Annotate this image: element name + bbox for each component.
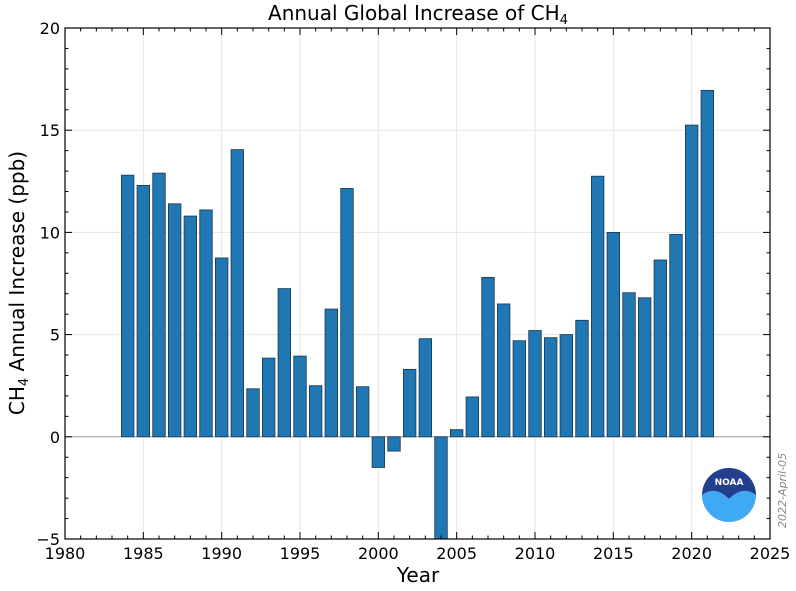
bar-2010 xyxy=(528,330,542,438)
bar-2016 xyxy=(622,292,636,438)
bar-2005 xyxy=(449,429,464,438)
bar-2003 xyxy=(418,338,433,438)
y-tick-label: 0 xyxy=(50,428,60,447)
bar-2001 xyxy=(387,436,401,452)
bar-2006 xyxy=(465,396,480,438)
plot-frame xyxy=(64,27,771,540)
bar-1996 xyxy=(308,385,323,438)
x-tick-label: 2020 xyxy=(671,544,712,563)
bar-2015 xyxy=(606,231,620,438)
y-tick-label: −5 xyxy=(36,530,60,549)
x-tick-label: 1980 xyxy=(45,544,86,563)
bar-1987 xyxy=(167,203,182,438)
bar-2021 xyxy=(700,89,714,438)
bar-1999 xyxy=(355,386,370,438)
x-tick-label: 1995 xyxy=(280,544,321,563)
bar-2019 xyxy=(669,234,683,438)
noaa-logo-text: NOAA xyxy=(715,478,744,488)
bar-1995 xyxy=(293,355,307,438)
bar-1991 xyxy=(230,149,244,438)
bar-2000 xyxy=(371,436,386,468)
x-tick-label: 2000 xyxy=(358,544,399,563)
y-axis-label: CH4 Annual Increase (ppb) xyxy=(5,151,32,415)
y-tick-label: 20 xyxy=(40,19,60,38)
x-tick-label: 1990 xyxy=(201,544,242,563)
bar-2013 xyxy=(575,319,589,438)
bar-2018 xyxy=(653,259,667,438)
bar-1990 xyxy=(214,257,229,438)
bar-2004 xyxy=(434,436,448,540)
bar-1984 xyxy=(121,174,135,438)
x-tick-label: 2015 xyxy=(593,544,634,563)
bar-1986 xyxy=(152,172,166,438)
bar-2017 xyxy=(638,297,652,438)
bars xyxy=(121,89,714,540)
bar-2007 xyxy=(481,276,495,438)
x-tick-label: 2010 xyxy=(515,544,556,563)
bar-1988 xyxy=(183,215,197,438)
chart-title: Annual Global Increase of CH4 xyxy=(268,1,568,28)
x-tick-label: 1985 xyxy=(123,544,164,563)
x-axis-label: Year xyxy=(396,563,440,587)
bar-2002 xyxy=(402,368,417,438)
bar-2020 xyxy=(685,124,699,438)
ticks: 1980 1985 1990 1995 2000 2005 2010 2015 2020 2025… xyxy=(36,19,790,563)
bar-1994 xyxy=(277,288,292,438)
bar-2012 xyxy=(559,334,573,438)
x-tick-label: 2025 xyxy=(750,544,791,563)
y-tick-label: 5 xyxy=(50,326,60,345)
y-tick-label: 10 xyxy=(40,223,60,242)
bar-1989 xyxy=(199,209,213,438)
bar-2011 xyxy=(544,337,558,438)
bar-1997 xyxy=(324,308,339,438)
bar-1993 xyxy=(261,357,276,438)
bar-2014 xyxy=(591,175,605,438)
bar-2009 xyxy=(512,340,526,438)
date-stamp: 2022-April-05 xyxy=(776,453,789,528)
x-tick-label: 2005 xyxy=(436,544,477,563)
bar-1985 xyxy=(136,184,150,438)
bar-2008 xyxy=(496,303,511,438)
bar-1992 xyxy=(246,388,260,438)
noaa-logo: NOAA xyxy=(702,468,756,522)
y-tick-label: 15 xyxy=(40,121,60,140)
bar-1998 xyxy=(340,188,354,438)
